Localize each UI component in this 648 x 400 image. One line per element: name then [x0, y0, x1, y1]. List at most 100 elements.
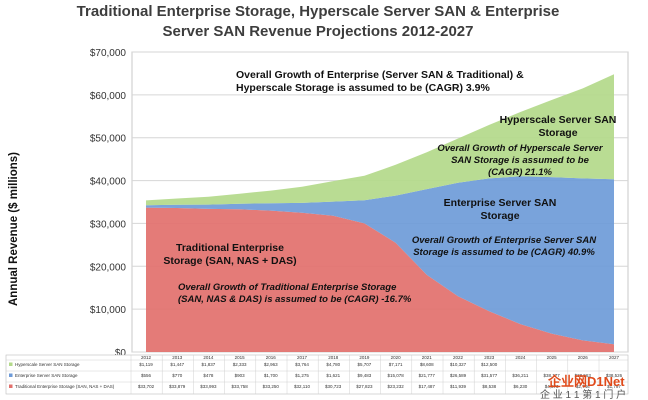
table-cell: $8,538 [482, 384, 496, 389]
table-cell: $15,078 [387, 373, 404, 378]
legend-entry: Hyperscale Server SAN Storage [15, 362, 80, 367]
y-tick-label: $60,000 [90, 91, 127, 102]
annotation-traditional-cagr-line: Overall Growth of Traditional Enterprise… [178, 282, 397, 293]
table-cell: $11,939 [450, 384, 466, 389]
y-tick-label: $20,000 [90, 262, 127, 273]
x-tick-label: 2024 [515, 355, 526, 360]
table-cell: $1,700 [264, 373, 278, 378]
x-tick-label: 2021 [422, 355, 433, 360]
table-cell: $478 [203, 373, 214, 378]
table-cell: $1,119 [139, 362, 153, 367]
table-cell: $3,764 [295, 362, 309, 367]
table-cell: $2,963 [264, 362, 278, 367]
annotation-overall-growth-line: Overall Growth of Enterprise (Server SAN… [236, 69, 524, 81]
label-enterprise-server-san-line: Storage [480, 210, 519, 222]
table-cell: $17,487 [419, 384, 436, 389]
x-tick-label: 2025 [547, 355, 558, 360]
table-cell: $1,447 [170, 362, 184, 367]
table-cell: $33,758 [231, 384, 248, 389]
x-tick-label: 2020 [391, 355, 402, 360]
table-cell: $36,211 [512, 373, 528, 378]
x-tick-label: 2027 [609, 355, 620, 360]
table-cell: $10,327 [450, 362, 467, 367]
watermark-line-1: 企业网D1Net [547, 374, 625, 389]
table-cell: $27,823 [356, 384, 373, 389]
x-tick-label: 2019 [359, 355, 370, 360]
table-frame [5, 354, 629, 395]
table-cell: $903 [235, 373, 246, 378]
table-cell: $33,993 [200, 384, 217, 389]
legend-entry: Traditional Enterprise Storage (SAN, NAS… [15, 384, 115, 389]
y-tick-label: $10,000 [90, 305, 127, 316]
annotations: Overall Growth of Enterprise (Server SAN… [163, 69, 616, 305]
watermark: 企业网D1Net 企 业 1 1 第 1 门 户 [540, 374, 626, 400]
table-cell: $2,333 [233, 362, 247, 367]
label-enterprise-server-san-line: Enterprise Server SAN [444, 197, 557, 209]
table-cell: $33,702 [138, 384, 155, 389]
x-tick-label: 2017 [297, 355, 308, 360]
annotation-overall-growth: Overall Growth of Enterprise (Server SAN… [236, 69, 524, 94]
area-traditional [146, 207, 614, 352]
annotation-hyperscale-cagr-line: SAN Storage is assumed to be [451, 155, 590, 166]
table-cell: $1,621 [326, 373, 340, 378]
table-cell: $31,577 [481, 373, 498, 378]
x-tick-label: 2014 [203, 355, 214, 360]
x-tick-label: 2016 [266, 355, 277, 360]
table-cell: $38,563 [575, 373, 592, 378]
plot-area: $0 $10,000 $20,000 $30,000 $40,000 $50,000 $60… [90, 48, 629, 359]
y-tick-label: $40,000 [90, 177, 127, 188]
table-cell: $32,110 [294, 384, 310, 389]
label-hyperscale-line: Storage [538, 127, 577, 139]
y-axis-label: Annual Revenue ($ millions) [8, 152, 20, 306]
legend-entry: Enterprise Server SAN Storage [15, 373, 78, 378]
table-cell: $8,608 [420, 362, 434, 367]
area-hyperscale [146, 74, 614, 206]
chart-title-line-1: Traditional Enterprise Storage, Hypersca… [77, 3, 560, 20]
label-hyperscale-line: Hyperscale Server SAN [500, 114, 617, 126]
annotation-traditional-cagr-line: (SAN, NAS & DAS) is assumed to be (CAGR)… [178, 294, 412, 305]
annotation-overall-growth-line: Hyperscale Storage is assumed to be (CAG… [236, 82, 490, 94]
annotation-enterprise-cagr-line: Storage is assumed to be (CAGR) 40.9% [413, 247, 595, 258]
table-cell: $556 [141, 373, 152, 378]
annotation-hyperscale-cagr-line: (CAGR) 21.1% [488, 167, 552, 178]
table-cell: $4,780 [326, 362, 340, 367]
x-tick-label: 2013 [172, 355, 183, 360]
chart-title-line-2: Server SAN Revenue Projections 2012-2027 [163, 23, 474, 40]
x-tick-label: 2012 [141, 355, 152, 360]
table-cell: $26,589 [450, 373, 467, 378]
legend-swatch [9, 384, 13, 388]
legend-swatch [9, 362, 13, 366]
table-cell: $33,250 [263, 384, 280, 389]
table-cell: $4,873 [545, 384, 559, 389]
table-cell: $1,837 [202, 362, 216, 367]
watermark-line-2: 企 业 1 1 第 1 门 户 [540, 388, 626, 400]
x-tick-label: 2018 [328, 355, 339, 360]
annotation-enterprise-cagr-line: Overall Growth of Enterprise Server SAN [412, 235, 597, 246]
table-cell: $12,500 [481, 362, 498, 367]
annotation-hyperscale-cagr-line: Overall Growth of Hyperscale Server [437, 143, 604, 154]
y-tick-label: $70,000 [90, 48, 127, 59]
table-cell: $38,177 [543, 373, 560, 378]
table-cell: $2,746 [576, 384, 590, 389]
data-table: 2012 2013 2014 2015 2016 2017 2018 2019 2020 2021… [5, 354, 629, 395]
annotation-traditional-cagr: Overall Growth of Traditional Enterprise… [178, 282, 412, 305]
y-tick-label: $0 [115, 348, 127, 359]
y-tick-label: $50,000 [90, 134, 127, 145]
table-cell: $33,879 [169, 384, 186, 389]
legend-swatch [9, 373, 13, 377]
label-traditional-line: Traditional Enterprise [176, 242, 284, 254]
table-cell: $30,723 [325, 384, 342, 389]
x-tick-label: 2022 [453, 355, 464, 360]
table-cell: $770 [172, 373, 183, 378]
table-cell: $1,275 [295, 373, 309, 378]
table-cell: $6,230 [514, 384, 528, 389]
table-cell: $7,171 [389, 362, 403, 367]
area-enterprise-server-san [146, 176, 614, 345]
x-tick-label: 2023 [484, 355, 495, 360]
table-cell: $23,232 [387, 384, 404, 389]
table-cell: $9,483 [358, 373, 372, 378]
